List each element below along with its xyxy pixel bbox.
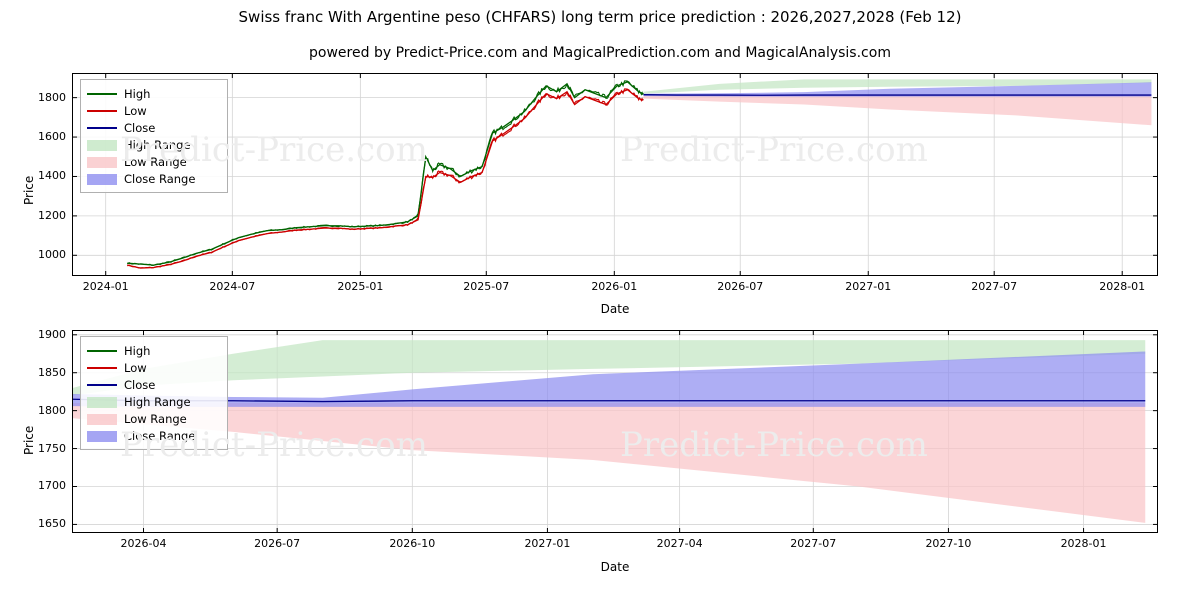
x-tick: 2025-01 (337, 280, 384, 293)
legend-line-icon (87, 105, 117, 117)
legend-item: High Range (87, 136, 219, 153)
legend-patch-icon (87, 156, 117, 168)
legend-label: High Range (124, 394, 191, 409)
bottom-x-axis-label: Date (600, 560, 630, 574)
legend-line-icon (87, 345, 117, 357)
legend-label: Low (124, 360, 147, 375)
legend-patch-icon (87, 413, 117, 425)
x-tick: 2027-07 (971, 280, 1018, 293)
legend-item: Close Range (87, 170, 219, 187)
y-tick: 1750 (38, 441, 66, 455)
y-tick: 1400 (38, 169, 66, 183)
x-tick: 2028-01 (1099, 280, 1146, 293)
legend-item: Low (87, 359, 219, 376)
x-tick: 2027-01 (845, 280, 892, 293)
legend-label: Low Range (124, 154, 187, 169)
x-tick: 2027-04 (656, 537, 703, 550)
legend-label: Low (124, 103, 147, 118)
legend-label: High (124, 86, 151, 101)
y-tick: 1900 (38, 327, 66, 341)
legend-label: Close Range (124, 171, 196, 186)
legend-patch-icon (87, 430, 117, 442)
legend-label: High Range (124, 137, 191, 152)
y-tick: 1800 (38, 403, 66, 417)
x-tick: 2024-07 (209, 280, 256, 293)
legend-patch-icon (87, 139, 117, 151)
legend-line-icon (87, 379, 117, 391)
legend-label: Close (124, 377, 156, 392)
y-tick: 1600 (38, 130, 66, 144)
x-tick: 2027-07 (790, 537, 837, 550)
legend-patch-icon (87, 396, 117, 408)
y-tick: 1000 (38, 248, 66, 262)
y-tick: 1700 (38, 479, 66, 493)
legend-patch-icon (87, 173, 117, 185)
x-tick: 2028-01 (1060, 537, 1107, 550)
legend-item: High Range (87, 393, 219, 410)
top-x-axis-label: Date (600, 302, 630, 316)
y-tick: 1650 (38, 517, 66, 531)
x-tick: 2026-10 (389, 537, 436, 550)
x-tick: 2026-01 (591, 280, 638, 293)
x-tick: 2027-10 (925, 537, 972, 550)
legend-item: High (87, 342, 219, 359)
legend-item: Close Range (87, 427, 219, 444)
legend-line-icon (87, 88, 117, 100)
legend-item: Close (87, 119, 219, 136)
legend-label: High (124, 343, 151, 358)
legend-label: Close Range (124, 428, 196, 443)
legend-item: Low Range (87, 153, 219, 170)
legend-label: Low Range (124, 411, 187, 426)
x-tick: 2025-07 (463, 280, 510, 293)
x-tick: 2026-07 (254, 537, 301, 550)
top-legend: High Low Close High Range Low Range Close Ran… (80, 79, 228, 193)
legend-item: Low Range (87, 410, 219, 427)
y-tick: 1200 (38, 208, 66, 222)
legend-line-icon (87, 362, 117, 374)
legend-label: Close (124, 120, 156, 135)
page-title: Swiss franc With Argentine peso (CHFARS)… (238, 8, 962, 26)
x-tick: 2026-04 (120, 537, 167, 550)
legend-line-icon (87, 122, 117, 134)
legend-item: High (87, 85, 219, 102)
y-tick: 1850 (38, 365, 66, 379)
y-tick: 1800 (38, 90, 66, 104)
page-subtitle: powered by Predict-Price.com and Magical… (309, 45, 891, 61)
legend-item: Low (87, 102, 219, 119)
legend-item: Close (87, 376, 219, 393)
bottom-legend: High Low Close High Range Low Range Close Ran… (80, 336, 228, 450)
x-tick: 2027-01 (524, 537, 571, 550)
x-tick: 2024-01 (82, 280, 129, 293)
x-tick: 2026-07 (717, 280, 764, 293)
